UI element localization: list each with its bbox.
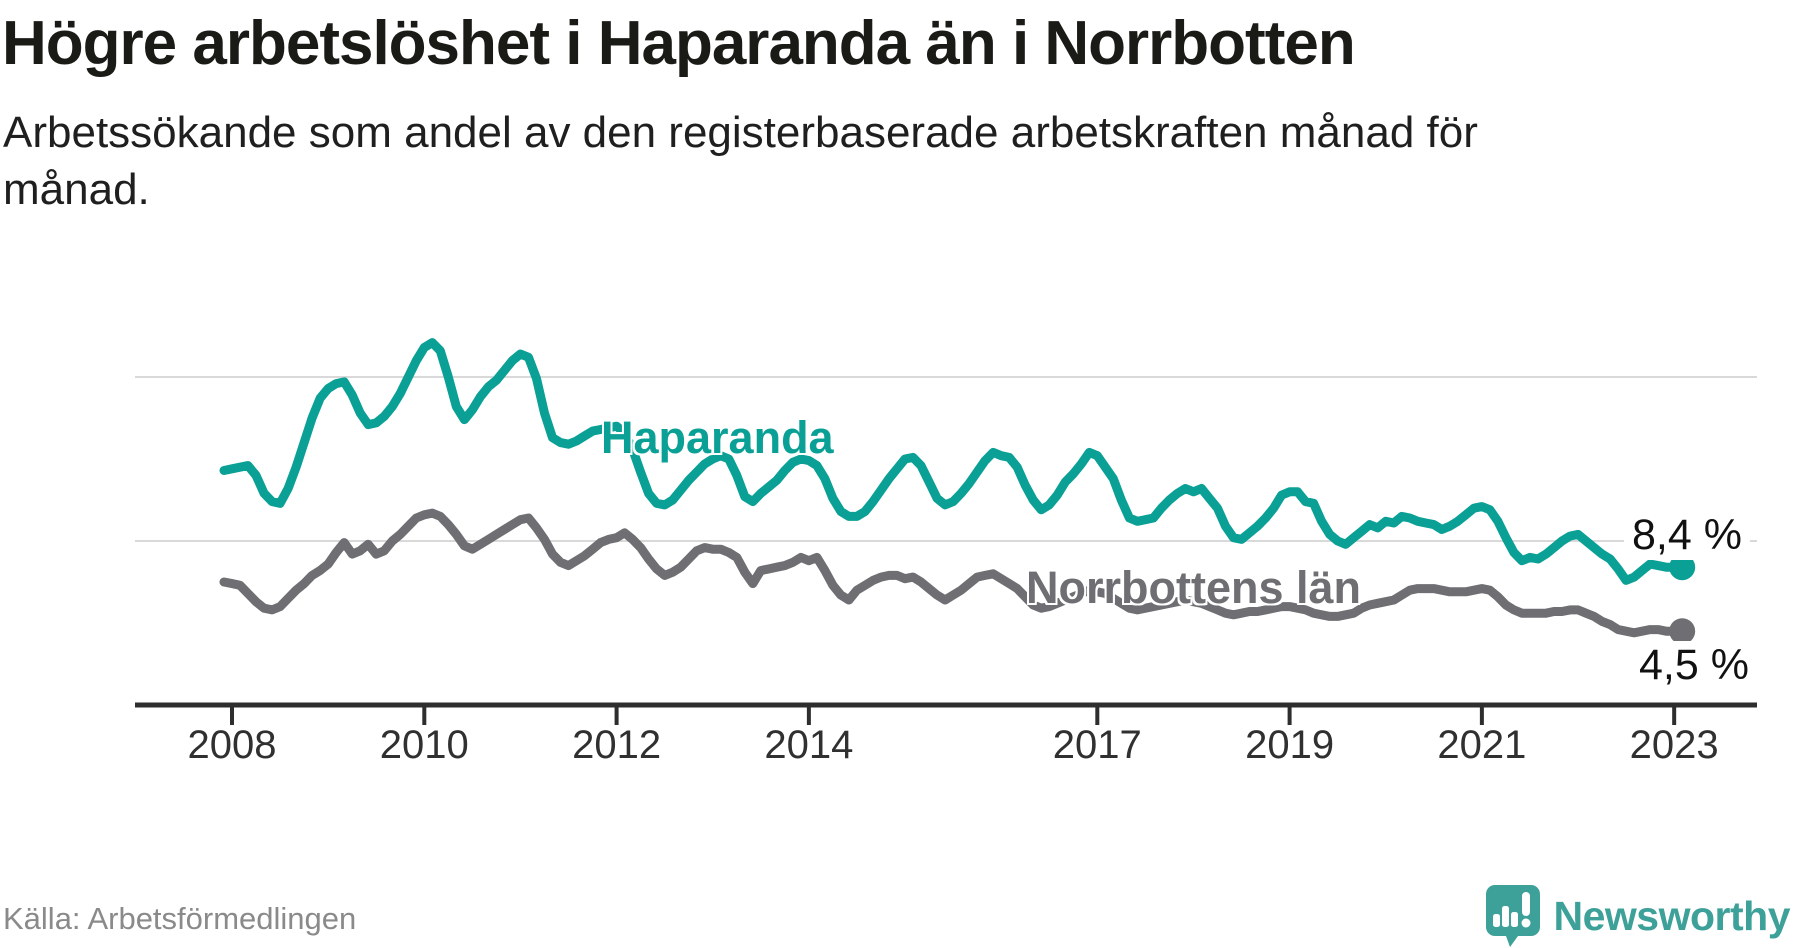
x-axis-label: 2012 <box>572 723 662 767</box>
end-value-haparanda: 8,4 % <box>1624 511 1750 560</box>
series-line-norrbottens-l-n <box>219 508 1687 638</box>
series-label-haparanda: Haparanda <box>601 412 834 463</box>
x-axis-label: 2014 <box>764 723 854 767</box>
page-title: Högre arbetslöshet i Haparanda än i Norr… <box>2 9 1356 78</box>
x-axis-label: 2023 <box>1629 723 1719 767</box>
x-axis-label: 2017 <box>1052 723 1142 767</box>
page-subtitle: Arbetssökande som andel av den registerb… <box>3 108 1478 215</box>
x-axis-label: 2010 <box>379 723 469 767</box>
newsworthy-logo: Newsworthy <box>1484 884 1791 948</box>
end-dot <box>1669 618 1696 645</box>
newsworthy-logo-text: Newsworthy <box>1553 892 1791 939</box>
series-label-norrbotten: Norrbottens län <box>1026 562 1362 613</box>
chart-speech-bubble-icon <box>1485 885 1540 947</box>
end-value-norrbotten: 4,5 % <box>1631 641 1757 690</box>
x-axis-label: 2021 <box>1437 723 1527 767</box>
end-dot <box>1669 554 1696 581</box>
series-line-haparanda <box>219 338 1687 585</box>
x-axis-label: 2008 <box>187 723 277 767</box>
source-note: Källa: Arbetsförmedlingen <box>3 901 357 936</box>
x-axis-label: 2019 <box>1245 723 1335 767</box>
